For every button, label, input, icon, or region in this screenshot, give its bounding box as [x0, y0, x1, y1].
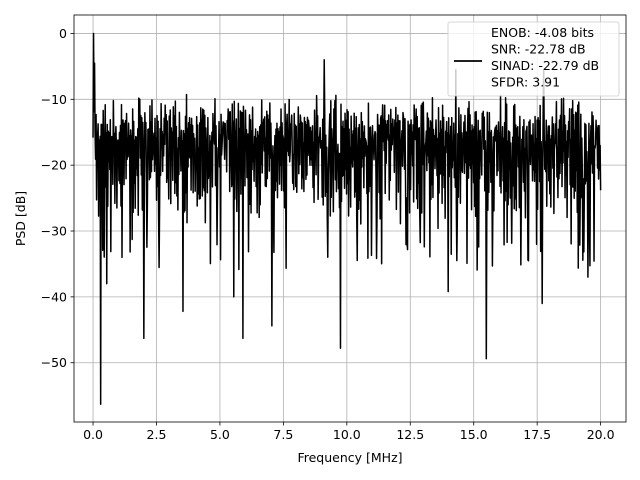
legend-enob: ENOB: -4.08 bits [491, 25, 594, 40]
x-tick-label: 17.5 [523, 427, 551, 442]
legend-box [447, 21, 620, 97]
plot-area [92, 32, 602, 405]
x-axis-ticks: 0.0 2.5 5.0 7.5 10.0 12.5 15.0 17.5 20.0 [83, 422, 615, 442]
y-axis-label: PSD [dB] [13, 191, 28, 246]
legend-snr: SNR: -22.78 dB [491, 42, 586, 57]
x-tick-label: 0.0 [83, 427, 103, 442]
x-tick-label: 12.5 [396, 427, 424, 442]
psd-series-line [92, 32, 602, 405]
x-tick-label: 7.5 [273, 427, 293, 442]
x-tick-label: 2.5 [147, 427, 167, 442]
y-tick-label: −30 [41, 224, 67, 239]
legend-sfdr: SFDR: 3.91 [491, 75, 560, 90]
axes-frame [73, 14, 627, 423]
legend: ENOB: -4.08 bits SNR: -22.78 dB SINAD: -… [447, 21, 620, 97]
y-tick-label: −10 [41, 92, 67, 107]
y-axis-ticks: 0 −10 −20 −30 −40 −50 [41, 26, 74, 370]
y-tick-label: −20 [41, 158, 67, 173]
y-tick-label: −50 [41, 355, 67, 370]
x-tick-label: 5.0 [210, 427, 230, 442]
x-tick-label: 10.0 [333, 427, 361, 442]
y-tick-label: 0 [59, 26, 67, 41]
x-tick-label: 20.0 [587, 427, 615, 442]
x-axis-label: Frequency [MHz] [297, 450, 402, 465]
y-tick-label: −40 [41, 289, 67, 304]
legend-sinad: SINAD: -22.79 dB [491, 58, 599, 73]
x-tick-label: 15.0 [460, 427, 488, 442]
